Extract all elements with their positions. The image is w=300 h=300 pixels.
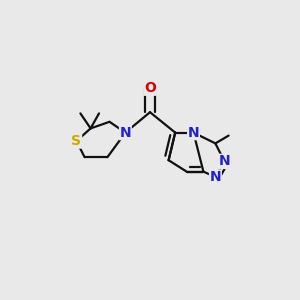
Text: N: N [210, 170, 221, 184]
Text: N: N [120, 126, 131, 140]
Text: O: O [144, 81, 156, 95]
Text: S: S [71, 134, 82, 148]
Text: N: N [188, 126, 199, 140]
Text: N: N [219, 154, 230, 168]
